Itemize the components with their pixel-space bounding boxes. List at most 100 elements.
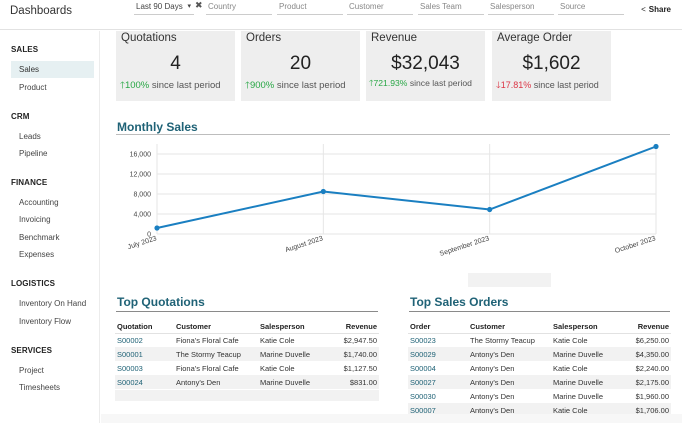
table-row[interactable]: S00002 Fiona's Floral Cafe Katie Cole $2,94… [115, 333, 379, 347]
table-cell: Fiona's Floral Cafe [176, 335, 239, 345]
share-button[interactable]: < Share [641, 5, 671, 14]
column-header[interactable]: Revenue [621, 320, 671, 334]
record-link[interactable]: S00030 [410, 391, 436, 401]
record-link[interactable]: S00029 [408, 347, 468, 361]
column-header[interactable]: Order [408, 320, 468, 334]
table-cell: $4,350.00 [621, 347, 671, 361]
record-link[interactable]: S00027 [408, 375, 468, 389]
kpi-label: Orders [246, 32, 282, 44]
arrow-up-icon: 🡑 [120, 80, 125, 91]
sidebar-item-sales[interactable]: Sales [11, 61, 94, 78]
kpi-change: 🡑100% since last period [120, 78, 221, 94]
section-logistics: LOGISTICS [11, 279, 56, 288]
data-point[interactable] [487, 206, 493, 213]
kpi-change-suffix: since last period [276, 80, 346, 91]
table-cell: Antony's Den [470, 391, 515, 401]
record-link[interactable]: S00023 [410, 335, 436, 345]
filter-sales-team[interactable]: Sales Team [418, 1, 484, 15]
record-link[interactable]: S00002 [117, 335, 143, 345]
kpi-change-suffix: since last period [151, 80, 221, 91]
sidebar-item-expenses[interactable]: Expenses [19, 250, 55, 259]
kpi-change: 🡓17.81% since last period [496, 78, 599, 94]
filter-country[interactable]: Country [206, 1, 272, 15]
x-tick-label: August 2023 [284, 235, 324, 254]
table-row[interactable]: S00029 Antony's Den Marine Duvelle $4,350.0… [408, 347, 671, 361]
table-cell: Katie Cole [553, 363, 588, 373]
table-cell: The Stormy Teacup [470, 335, 535, 345]
kpi-value: $1,602 [522, 53, 581, 74]
table-cell: Katie Cole [260, 335, 295, 345]
filter-source[interactable]: Source [558, 1, 624, 15]
table-cell: $6,250.00 [635, 335, 669, 345]
sidebar-item-accounting[interactable]: Accounting [19, 198, 59, 207]
column-header[interactable]: Revenue [324, 320, 379, 334]
y-tick-label: 0 [147, 232, 151, 239]
x-tick-label: October 2023 [614, 235, 657, 255]
data-point[interactable] [653, 143, 659, 150]
kpi-change-pct: 721.93% [373, 78, 408, 88]
filter-customer[interactable]: Customer [347, 1, 413, 15]
series-line [156, 145, 657, 229]
table-row[interactable]: S00007 Antony's Den Katie Cole $1,706.00 [408, 403, 671, 417]
kpi-card-revenue[interactable]: Revenue $32,043 🡑721.93% since last peri… [366, 31, 485, 101]
table-cell: Antony's Den [468, 375, 551, 389]
column-header[interactable]: Customer [468, 320, 551, 334]
caret-down-icon[interactable]: ▾ [187, 3, 191, 10]
table-cell: Antony's Den [174, 375, 258, 389]
sidebar-item-project[interactable]: Project [19, 366, 44, 375]
period-label: Last 90 Days [136, 2, 183, 11]
sidebar-item-inventory-flow[interactable]: Inventory Flow [19, 317, 72, 326]
record-link[interactable]: S00024 [115, 375, 174, 389]
record-link[interactable]: S00004 [410, 363, 436, 373]
kpi-card-orders[interactable]: Orders 20 🡑900% since last period [241, 31, 360, 101]
table-row[interactable]: S00024 Antony's Den Marine Duvelle $831.00 [115, 375, 379, 389]
table-row[interactable]: S00001 The Stormy Teacup Marine Duvelle $1,… [115, 347, 379, 361]
section-services: SERVICES [11, 346, 53, 355]
kpi-card-average-order[interactable]: Average Order $1,602 🡓17.81% since last … [492, 31, 611, 101]
kpi-label: Revenue [371, 32, 418, 44]
table-cell: Antony's Den [468, 403, 551, 417]
y-tick-label: 4,000 [133, 212, 151, 219]
table-row[interactable]: S00030 Antony's Den Marine Duvelle $1,960.0… [408, 389, 671, 403]
monthly-sales-chart: 0 4,000 8,000 12,000 16,000 July 2023 August … [127, 143, 659, 258]
data-point[interactable] [320, 188, 326, 195]
arrow-down-icon: 🡓 [496, 80, 501, 90]
table-cell: Antony's Den [468, 347, 551, 361]
sidebar-item-pipeline[interactable]: Pipeline [19, 149, 48, 158]
column-header[interactable]: Salesperson [258, 320, 324, 334]
kpi-label: Average Order [497, 32, 573, 44]
record-link[interactable]: S00001 [115, 347, 174, 361]
record-link[interactable]: S00007 [408, 403, 468, 417]
record-link[interactable]: S00003 [117, 363, 143, 373]
kpi-change-suffix: since last period [533, 80, 599, 90]
column-header[interactable]: Quotation [115, 320, 174, 334]
table-row[interactable]: S00027 Antony's Den Marine Duvelle $2,175.0… [408, 375, 671, 389]
kpi-card-quotations[interactable]: Quotations 4 🡑100% since last period [116, 31, 235, 101]
column-header[interactable]: Salesperson [551, 320, 621, 334]
sidebar-item-leads[interactable]: Leads [19, 132, 41, 141]
kpi-value: 20 [289, 53, 312, 74]
sidebar-item-benchmark[interactable]: Benchmark [19, 233, 60, 242]
share-icon: < [641, 5, 646, 14]
sidebar-item-inventory-on-hand[interactable]: Inventory On Hand [19, 299, 87, 308]
data-point[interactable] [154, 225, 160, 231]
sidebar-item-invoicing[interactable]: Invoicing [19, 215, 51, 224]
filter-product[interactable]: Product [277, 1, 343, 15]
clear-icon[interactable]: ✖ [195, 0, 203, 10]
y-tick-label: 12,000 [130, 172, 152, 179]
top-quotations-title: Top Quotations [117, 295, 205, 309]
arrow-up-icon: 🡑 [245, 80, 250, 91]
sidebar-item-product[interactable]: Product [19, 83, 47, 92]
table-cell: Marine Duvelle [258, 347, 324, 361]
table-cell: $1,127.50 [343, 363, 377, 373]
period-filter[interactable]: Last 90 Days ▾ [134, 1, 194, 15]
column-header[interactable]: Customer [174, 320, 258, 334]
table-cell: Marine Duvelle [551, 375, 621, 389]
table-cell: Antony's Den [470, 363, 515, 373]
kpi-value: $32,043 [391, 53, 460, 74]
filter-salesperson[interactable]: Salesperson [488, 1, 554, 15]
sidebar-item-timesheets[interactable]: Timesheets [19, 383, 61, 392]
table-row[interactable]: S00023 The Stormy Teacup Katie Cole $6,250.… [408, 333, 671, 347]
table-row[interactable]: S00004 Antony's Den Katie Cole $2,240.00 [408, 361, 671, 375]
table-row[interactable]: S00003 Fiona's Floral Cafe Katie Cole $1,12… [115, 361, 379, 375]
